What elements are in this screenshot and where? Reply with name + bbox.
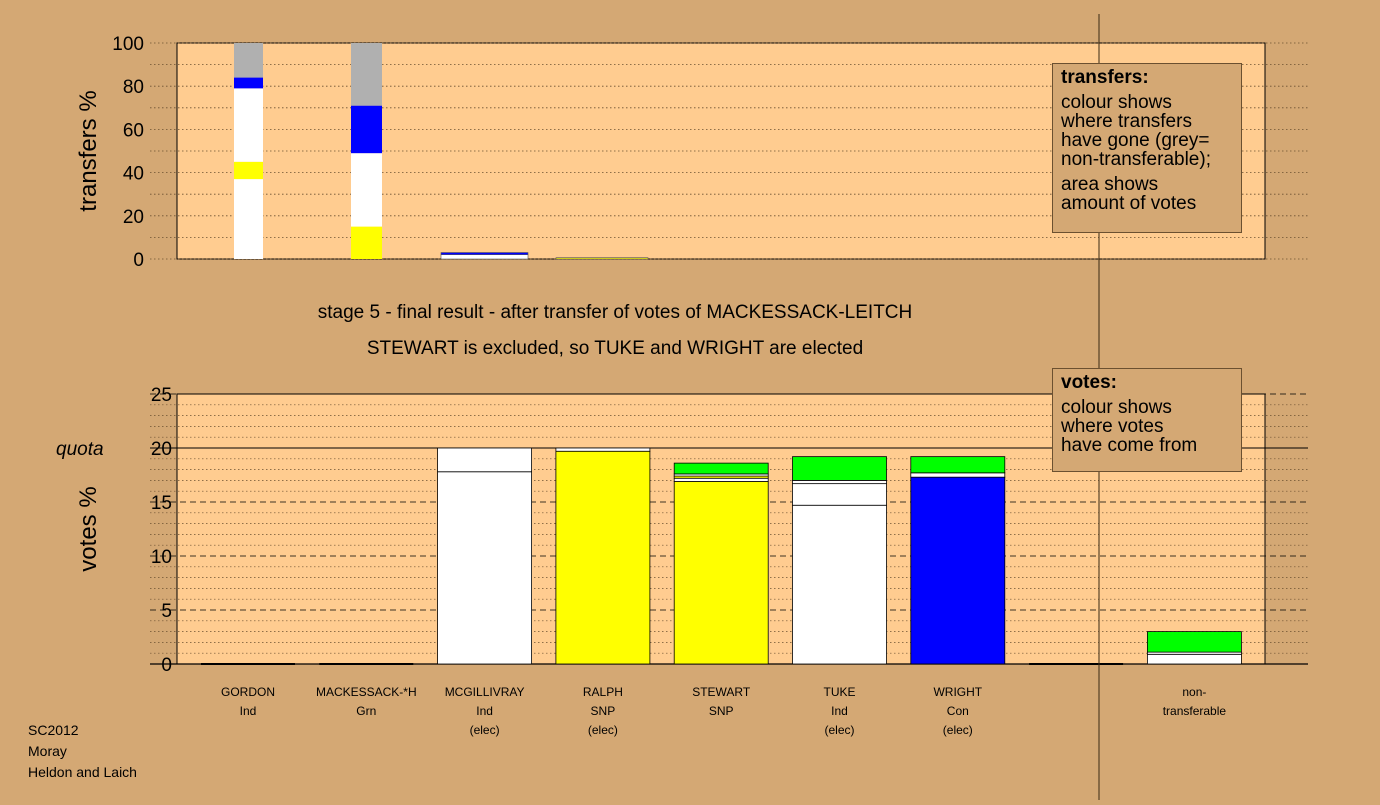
transfer-bar-segment (234, 179, 263, 259)
votes-y-tick-label: 0 (161, 655, 172, 676)
candidate-status-label: (elec) (824, 723, 854, 737)
transfers-legend-line: non-transferable); (1061, 149, 1211, 170)
transfers-legend-line: colour shows (1061, 92, 1172, 113)
vote-bar-segment (910, 456, 1006, 474)
transfer-bar-segment (440, 252, 529, 255)
transfer-bar-segment (234, 43, 263, 78)
transfer-bar-segment (555, 257, 649, 260)
vote-bar-segment (437, 471, 533, 665)
candidate-party-label: SNP (709, 704, 734, 718)
vote-bar-segment (673, 481, 769, 665)
result-headline: STEWART is excluded, so TUKE and WRIGHT … (366, 338, 864, 359)
candidate-name-label: TUKE (823, 685, 855, 699)
candidate-status-label: (elec) (470, 723, 500, 737)
transfers-y-axis-label: transfers % (75, 90, 102, 211)
candidate-party-label: Ind (476, 704, 493, 718)
transfers-y-tick-label: 20 (123, 207, 144, 228)
votes-y-tick-label: 25 (151, 385, 172, 406)
candidate-party-label: Grn (356, 704, 376, 718)
transfers-legend: transfers: colour shows where transfers … (1052, 63, 1242, 233)
votes-y-tick-label: 10 (151, 547, 172, 568)
candidate-status-label: (elec) (588, 723, 618, 737)
candidate-name-label: GORDON (221, 685, 275, 699)
transfer-bar-segment (351, 153, 382, 227)
candidate-name-label: MCGILLIVRAY (445, 685, 525, 699)
candidate-name-label: non- (1182, 685, 1206, 699)
vote-bar-segment (673, 462, 769, 475)
votes-y-tick-label: 5 (161, 601, 172, 622)
transfers-legend-line: amount of votes (1061, 193, 1197, 214)
stage-headline: stage 5 - final result - after transfer … (317, 302, 913, 323)
vote-bar-segment (555, 447, 651, 452)
transfers-legend-line: where transfers (1061, 111, 1192, 132)
transfer-bar-segment (351, 226, 382, 259)
transfer-bar-segment (440, 254, 529, 260)
candidate-name-label: RALPH (583, 685, 623, 699)
votes-legend-line: where votes (1061, 416, 1164, 437)
transfers-y-tick-label: 60 (123, 120, 144, 141)
transfers-y-tick-label: 100 (112, 34, 144, 55)
candidate-name-label: STEWART (692, 685, 751, 699)
footer-council: Moray (28, 743, 67, 759)
vote-bar-segment (555, 450, 651, 665)
candidate-party-label: transferable (1163, 704, 1227, 718)
vote-bar-segment (1147, 653, 1242, 665)
transfer-bar-segment (234, 161, 263, 180)
candidate-party-label: Ind (240, 704, 257, 718)
votes-legend-line: have come from (1061, 435, 1198, 456)
candidate-party-label: SNP (591, 704, 616, 718)
vote-bar-segment (673, 477, 769, 482)
candidate-name-label: WRIGHT (933, 685, 982, 699)
footer-ward: Heldon and Laich (28, 764, 137, 780)
vote-bar-segment (792, 483, 887, 506)
transfers-legend-title: transfers: (1061, 67, 1149, 88)
candidate-status-label: (elec) (943, 723, 973, 737)
transfers-legend-line: area shows (1061, 174, 1159, 195)
footer-election: SC2012 (28, 722, 79, 738)
vote-bar-segment (1147, 631, 1242, 653)
votes-legend: votes: colour shows where votes have com… (1052, 368, 1242, 472)
footer: SC2012 Moray Heldon and Laich (28, 720, 137, 783)
transfer-bar-segment (234, 77, 263, 89)
votes-legend-line: colour shows (1061, 397, 1172, 418)
candidate-party-label: Con (947, 704, 969, 718)
votes-y-tick-label: 20 (151, 439, 172, 460)
votes-y-tick-label: 15 (151, 493, 172, 514)
candidate-name-label: MACKESSACK-*H (316, 685, 417, 699)
votes-legend-title: votes: (1061, 372, 1117, 393)
transfers-y-tick-label: 0 (133, 250, 144, 271)
vote-bar-segment (437, 447, 533, 473)
votes-y-axis-label: votes % (75, 486, 102, 571)
vote-bar-segment (910, 476, 1006, 665)
transfers-y-tick-label: 80 (123, 77, 144, 98)
transfers-y-tick-label: 40 (123, 164, 144, 185)
vote-bar-segment (792, 504, 887, 665)
transfer-bar-segment (234, 88, 263, 162)
vote-bar-segment (792, 479, 887, 485)
quota-label: quota (56, 439, 104, 460)
candidate-party-label: Ind (831, 704, 848, 718)
vote-bar-segment (792, 456, 887, 481)
transfer-bar-segment (351, 105, 382, 154)
vote-bar-segment (910, 472, 1006, 478)
transfer-bar-segment (351, 43, 382, 106)
transfers-legend-line: have gone (grey= (1061, 130, 1210, 151)
